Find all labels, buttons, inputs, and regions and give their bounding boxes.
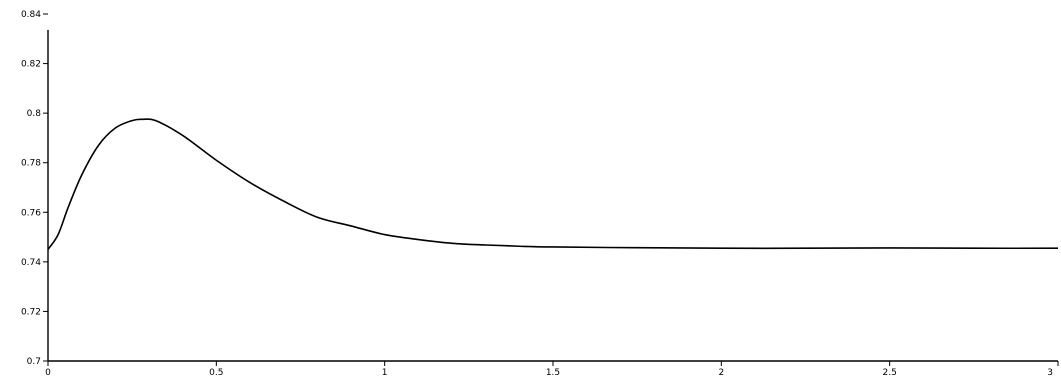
y-tick-label: 0.78 (21, 159, 41, 169)
y-tick-label: 0.7 (27, 357, 41, 367)
x-tick-label: 1.5 (546, 368, 560, 378)
x-tick-label: 3 (1047, 368, 1053, 378)
y-axis-ticks: 0.7 0.72 0.74 0.76 0.78 0.8 0.82 0.84 (21, 10, 48, 367)
y-tick-label: 0.8 (27, 109, 42, 119)
y-tick-label: 0.84 (21, 10, 41, 20)
x-tick-label: 1 (382, 368, 388, 378)
x-tick-label: 0 (45, 368, 51, 378)
x-tick-label: 2 (718, 368, 724, 378)
y-tick-label: 0.72 (21, 307, 41, 317)
x-axis-ticks: 0 0.5 1 1.5 2 2.5 3 (45, 361, 1059, 378)
y-tick-label: 0.82 (21, 60, 41, 70)
x-tick-label: 2.5 (883, 368, 897, 378)
y-tick-label: 0.74 (21, 258, 41, 268)
x-tick-label: 0.5 (209, 368, 223, 378)
series-line (47, 118, 1059, 250)
y-tick-label: 0.76 (21, 208, 41, 218)
